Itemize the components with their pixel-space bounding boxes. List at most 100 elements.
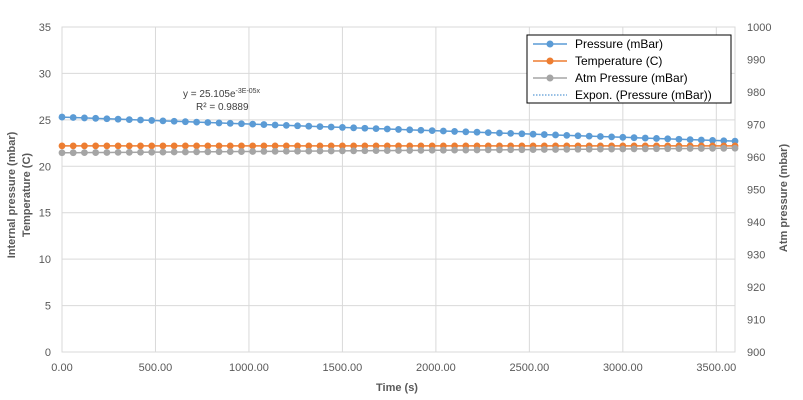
y-left-tick-label: 5 xyxy=(45,301,51,313)
data-point xyxy=(282,142,290,150)
y-left-tick-label: 15 xyxy=(39,208,51,220)
data-point xyxy=(406,147,414,154)
data-point xyxy=(406,126,414,134)
data-point xyxy=(69,149,77,157)
data-point xyxy=(350,142,358,150)
data-point xyxy=(686,136,694,143)
data-point xyxy=(686,145,694,152)
data-point xyxy=(372,125,380,133)
data-point xyxy=(114,142,122,150)
data-point xyxy=(361,147,369,155)
data-point xyxy=(462,128,470,136)
data-point xyxy=(709,136,716,144)
data-point xyxy=(193,142,201,150)
data-point xyxy=(339,147,346,155)
data-point xyxy=(608,145,616,153)
data-point xyxy=(507,146,515,154)
data-point xyxy=(597,145,604,153)
data-point xyxy=(238,120,245,128)
data-point xyxy=(372,142,380,150)
legend-entry-pressure: Pressure (mBar) xyxy=(533,37,663,51)
data-point xyxy=(305,142,313,150)
data-point xyxy=(69,114,77,121)
y-right-tick-label: 930 xyxy=(747,250,765,262)
data-point xyxy=(249,142,257,150)
data-point xyxy=(170,148,178,156)
data-point xyxy=(496,129,503,137)
series-layer xyxy=(58,113,739,157)
data-point xyxy=(260,142,268,150)
x-tick-label: 1000.00 xyxy=(229,362,269,374)
data-point xyxy=(170,142,178,150)
data-point xyxy=(641,134,649,142)
data-point xyxy=(159,148,167,156)
data-point xyxy=(339,124,346,131)
data-point xyxy=(193,118,201,126)
data-point xyxy=(731,144,739,152)
data-point xyxy=(462,146,470,154)
data-point xyxy=(585,145,593,153)
data-point xyxy=(361,142,369,150)
y-right-tick-label: 1000 xyxy=(747,22,771,34)
legend-entry-atm-pressure: Atm Pressure (mBar) xyxy=(533,71,688,85)
data-point xyxy=(137,148,144,156)
data-point xyxy=(103,115,111,123)
x-tick-label: 3000.00 xyxy=(603,362,643,374)
data-point xyxy=(294,147,301,155)
data-point xyxy=(552,131,559,139)
data-point xyxy=(81,142,88,150)
y-right-tick-label: 980 xyxy=(747,87,765,99)
y-right-tick-label: 970 xyxy=(747,120,765,132)
data-point xyxy=(484,146,492,154)
data-point xyxy=(529,146,537,153)
x-tick-label: 2500.00 xyxy=(509,362,549,374)
data-point xyxy=(238,148,245,155)
y-left-tick-label: 25 xyxy=(39,115,51,127)
data-point xyxy=(675,135,683,143)
data-point xyxy=(305,147,313,155)
trendline-annotation: y = 25.105e-3E-05x R² = 0.9889 xyxy=(183,88,261,113)
data-point xyxy=(540,131,548,138)
legend-entry-temperature: Temperature (C) xyxy=(533,54,662,68)
data-point xyxy=(271,142,279,150)
data-point xyxy=(282,147,290,155)
data-point xyxy=(137,142,144,150)
y-right-tick-label: 940 xyxy=(747,217,765,229)
data-point xyxy=(226,142,234,150)
data-point xyxy=(327,147,335,155)
data-point xyxy=(720,137,728,145)
data-point xyxy=(574,145,582,153)
y-left-axis-title-2: Temperature (C) xyxy=(21,153,33,237)
data-point xyxy=(451,128,458,135)
data-point xyxy=(451,146,458,154)
data-point xyxy=(159,142,167,150)
data-point xyxy=(350,147,358,155)
data-point xyxy=(473,146,481,154)
data-point xyxy=(327,142,335,150)
data-point xyxy=(114,115,122,123)
data-point xyxy=(103,142,111,150)
y-right-tick-label: 990 xyxy=(747,55,765,67)
data-point xyxy=(597,133,604,140)
data-point xyxy=(383,147,391,154)
data-point xyxy=(731,137,739,145)
data-point xyxy=(417,126,425,134)
data-point xyxy=(69,142,77,150)
legend: Pressure (mBar) Temperature (C) Atm Pres… xyxy=(526,34,732,104)
y-right-tick-label: 900 xyxy=(747,347,765,359)
data-point xyxy=(193,148,201,156)
data-point xyxy=(282,121,290,129)
legend-marker-atm-pressure xyxy=(546,74,554,82)
legend-label-trendline: Expon. (Pressure (mBar)) xyxy=(575,88,712,102)
data-point xyxy=(204,119,212,126)
y-left-tick-label: 0 xyxy=(45,347,51,359)
legend-marker-pressure xyxy=(546,40,554,48)
legend-label-pressure: Pressure (mBar) xyxy=(575,37,663,51)
data-point xyxy=(215,142,223,150)
y-left-tick-label: 10 xyxy=(39,254,51,266)
data-point xyxy=(720,144,728,152)
data-point xyxy=(92,142,100,150)
x-tick-label: 3500.00 xyxy=(696,362,736,374)
y-left-tick-label: 30 xyxy=(39,68,51,80)
